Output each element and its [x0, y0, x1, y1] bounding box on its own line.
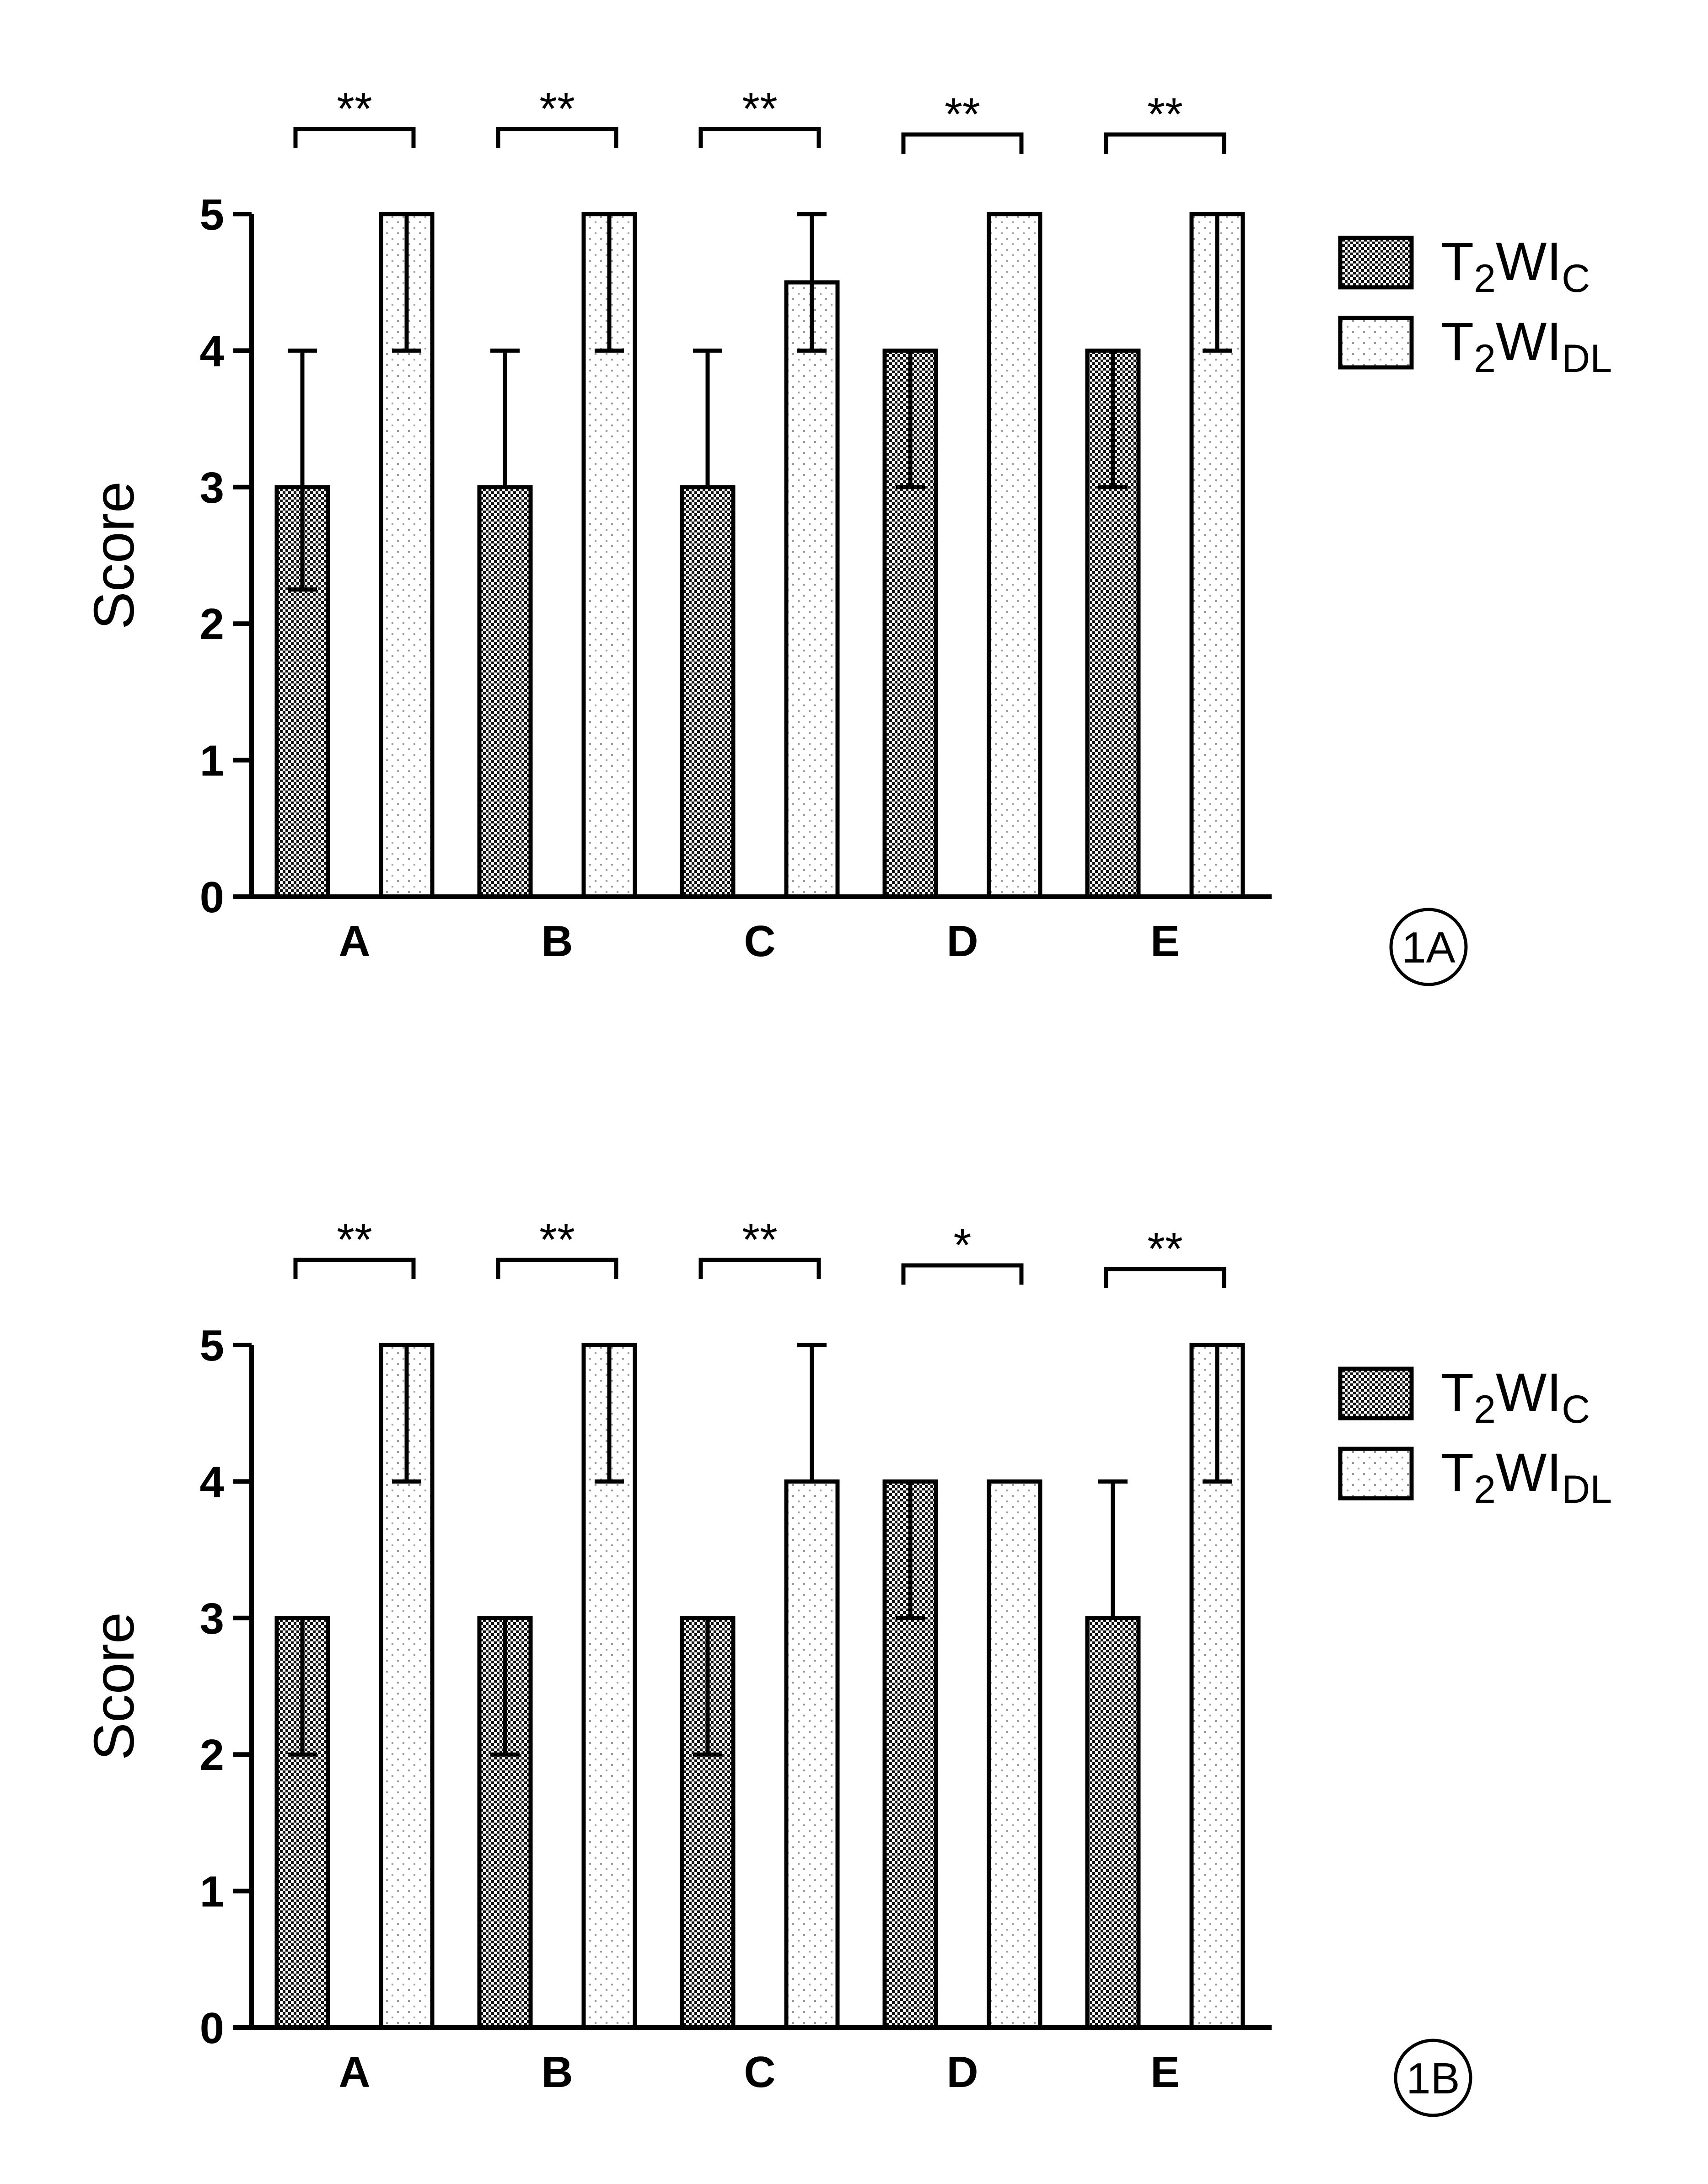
y-tick-label-3: 3	[200, 1594, 224, 1643]
significance-stars-C: **	[742, 1214, 778, 1265]
bar-T2WIDL-C	[784, 1479, 840, 2030]
panel-label: 1B	[1406, 2054, 1460, 2103]
legend-swatch-T2WIDL	[1338, 316, 1414, 370]
x-tick-label-E: E	[1150, 917, 1180, 966]
legend-swatch-T2WIC	[1338, 1366, 1414, 1420]
y-axis-label: Score	[83, 1612, 146, 1760]
significance-stars-B: **	[539, 83, 575, 134]
x-tick-label-D: D	[946, 917, 978, 966]
y-tick-label-0: 0	[200, 2004, 224, 2053]
bar-T2WIDL-D	[987, 212, 1042, 899]
significance-bracket-C	[698, 127, 821, 148]
legend-swatch-T2WIDL	[1338, 1447, 1414, 1501]
significance-stars-D: **	[945, 89, 980, 140]
significance-bracket-D	[901, 1263, 1024, 1285]
x-tick-label-B: B	[541, 2048, 573, 2097]
significance-stars-A: **	[337, 83, 372, 134]
y-tick-label-3: 3	[200, 463, 224, 512]
x-tick-label-A: A	[338, 917, 370, 966]
x-tick-label-A: A	[338, 2048, 370, 2097]
bar-T2WIC-C	[680, 485, 736, 899]
x-tick-label-B: B	[541, 917, 573, 966]
significance-bracket-C	[698, 1258, 821, 1279]
panel-label-circle	[1394, 2039, 1472, 2117]
significance-stars-B: **	[539, 1214, 575, 1265]
x-tick-label-C: C	[744, 2048, 775, 2097]
y-axis-label: Score	[83, 481, 146, 629]
x-tick-label-D: D	[946, 2048, 978, 2097]
chart-panel-1A: A ** B ** C ** D ** E ** 0 1 2 3 4 5 Score T2WIC T2WIDL 1A	[83, 83, 1612, 986]
panels: A**B**C**D**E**012345ScoreT2WICT2WIDL1AA…	[83, 83, 1612, 2117]
y-tick-label-5: 5	[200, 1321, 224, 1370]
significance-bracket-A	[293, 127, 416, 148]
y-tick-label-2: 2	[200, 600, 224, 649]
y-tick-label-1: 1	[200, 1867, 224, 1916]
y-tick-label-1: 1	[200, 737, 224, 785]
significance-bracket-B	[496, 1258, 618, 1279]
significance-stars-A: **	[337, 1214, 372, 1265]
significance-stars-C: **	[742, 83, 778, 134]
y-tick-label-4: 4	[200, 1458, 224, 1506]
x-tick-label-E: E	[1150, 2048, 1180, 2097]
legend-label-T2WIC: T2WIC	[1441, 231, 1590, 301]
significance-bracket-E	[1104, 1267, 1226, 1288]
bar-T2WIDL-D	[987, 1479, 1042, 2030]
y-tick-label-5: 5	[200, 190, 224, 239]
legend-label-T2WIDL: T2WIDL	[1441, 312, 1612, 381]
significance-bracket-D	[901, 132, 1024, 154]
significance-bracket-B	[496, 127, 618, 148]
chart-panel-1B: A ** B ** C ** D * E ** 0 1 2 3 4 5 Score T2WIC T2WIDL 1B	[83, 1214, 1612, 2117]
bar-T2WIC-B	[477, 485, 533, 899]
y-tick-label-4: 4	[200, 327, 224, 376]
panel-label: 1A	[1402, 923, 1455, 972]
significance-stars-E: **	[1147, 1223, 1183, 1275]
bar-T2WIDL-C	[784, 280, 840, 899]
legend-label-T2WIDL: T2WIDL	[1441, 1442, 1612, 1512]
significance-stars-E: **	[1147, 89, 1183, 140]
significance-bracket-A	[293, 1258, 416, 1279]
bar-T2WIC-E	[1085, 1616, 1141, 2030]
significance-stars-D: *	[954, 1220, 972, 1271]
x-tick-label-C: C	[744, 917, 775, 966]
panel-label-circle	[1389, 908, 1468, 986]
significance-bracket-E	[1104, 132, 1226, 154]
y-tick-label-2: 2	[200, 1731, 224, 1780]
legend-label-T2WIC: T2WIC	[1441, 1362, 1590, 1431]
y-tick-label-0: 0	[200, 873, 224, 922]
legend-swatch-T2WIC	[1338, 236, 1414, 290]
